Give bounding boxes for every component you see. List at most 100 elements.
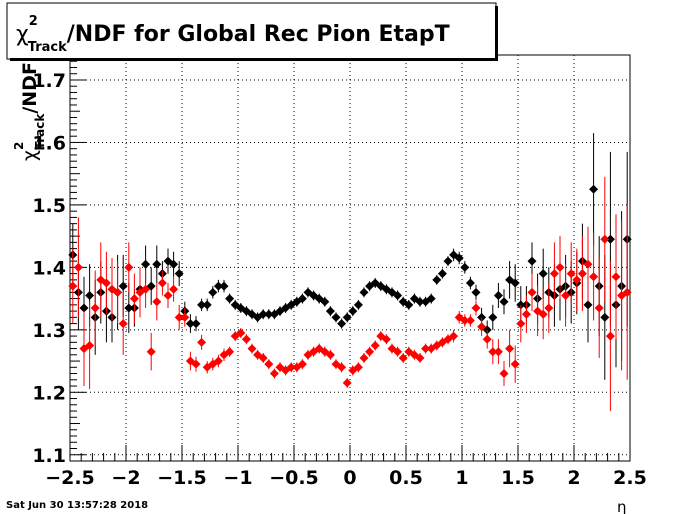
data-point — [370, 340, 380, 350]
data-point — [594, 303, 604, 313]
data-point — [398, 353, 408, 363]
data-point — [264, 309, 274, 319]
x-tick-label: −2.5 — [45, 467, 95, 489]
y-tick-label: 1.5 — [32, 195, 66, 217]
series-1 — [68, 133, 632, 380]
data-point — [510, 278, 520, 288]
data-point — [589, 184, 599, 194]
data-point — [421, 344, 431, 354]
data-point — [174, 312, 184, 322]
data-point — [482, 334, 492, 344]
y-tick-label: 1.4 — [32, 257, 66, 279]
data-point — [85, 290, 95, 300]
data-point — [286, 362, 296, 372]
data-point — [124, 262, 134, 272]
data-point — [549, 269, 559, 279]
data-point — [510, 359, 520, 369]
data-point — [68, 281, 78, 291]
grid — [70, 55, 630, 461]
data-point — [219, 281, 229, 291]
data-point — [163, 290, 173, 300]
data-point — [169, 284, 179, 294]
x-tick-label: 0 — [343, 467, 356, 489]
data-point — [79, 303, 89, 313]
data-point — [460, 315, 470, 325]
data-point — [101, 278, 111, 288]
data-point — [269, 369, 279, 379]
data-point — [471, 287, 481, 297]
data-point — [129, 294, 139, 304]
data-point — [342, 378, 352, 388]
data-point — [538, 309, 548, 319]
data-point — [297, 294, 307, 304]
data-point — [426, 294, 436, 304]
data-point — [365, 347, 375, 357]
x-axis-title: η — [617, 498, 627, 514]
data-point — [499, 297, 509, 307]
data-point — [589, 272, 599, 282]
data-point — [493, 290, 503, 300]
data-point — [538, 269, 548, 279]
data-point — [85, 340, 95, 350]
data-point — [174, 269, 184, 279]
x-tick-label: 1 — [455, 467, 468, 489]
title-shadow-bottom — [10, 58, 497, 61]
timestamp-label: Sat Jun 30 13:57:28 2018 — [6, 500, 148, 511]
data-point — [465, 315, 475, 325]
data-point — [393, 290, 403, 300]
title-box: χ2 Track/NDF for Global Rec Pion EtapT — [6, 2, 498, 61]
data-point — [73, 262, 83, 272]
data-point — [320, 297, 330, 307]
x-tick-label: −2 — [111, 467, 140, 489]
data-point — [404, 300, 414, 310]
data-point — [342, 312, 352, 322]
data-point — [460, 262, 470, 272]
title-frame — [6, 2, 497, 60]
data-point — [185, 319, 195, 329]
data-point — [527, 287, 537, 297]
data-point — [191, 319, 201, 329]
data-point — [605, 234, 615, 244]
title-shadow-right — [495, 6, 498, 61]
y-tick-label: 1.7 — [32, 70, 66, 92]
data-point — [465, 278, 475, 288]
y-tick-label: 1.2 — [32, 382, 66, 404]
data-point — [577, 269, 587, 279]
series-2 — [68, 176, 632, 412]
data-point — [488, 312, 498, 322]
data-point — [180, 312, 190, 322]
x-tick-label: 0.5 — [389, 467, 423, 489]
y-tick-label: 1.6 — [32, 132, 66, 154]
data-point — [611, 272, 621, 282]
data-point — [264, 359, 274, 369]
data-point — [141, 259, 151, 269]
data-point — [555, 262, 565, 272]
data-point — [605, 331, 615, 341]
chart-title: χ2 Track/NDF for Global Rec Pion EtapT — [16, 14, 450, 55]
data-point — [381, 334, 391, 344]
data-point — [583, 300, 593, 310]
data-point — [432, 275, 442, 285]
data-point — [505, 344, 515, 354]
data-point — [297, 359, 307, 369]
data-point — [415, 353, 425, 363]
data-point — [359, 353, 369, 363]
data-point — [477, 322, 487, 332]
data-point — [331, 312, 341, 322]
data-point — [499, 369, 509, 379]
data-point — [146, 347, 156, 357]
data-point — [454, 253, 464, 263]
data-point — [337, 362, 347, 372]
data-point — [141, 284, 151, 294]
data-point — [437, 269, 447, 279]
data-point — [118, 319, 128, 329]
data-point — [572, 275, 582, 285]
data-point — [258, 353, 268, 363]
x-tick-label: 2 — [567, 467, 580, 489]
data-point — [152, 259, 162, 269]
y-axis-title: χ2 Track/NDF — [12, 62, 47, 161]
data-point — [169, 259, 179, 269]
data-point — [225, 294, 235, 304]
data-point — [213, 281, 223, 291]
